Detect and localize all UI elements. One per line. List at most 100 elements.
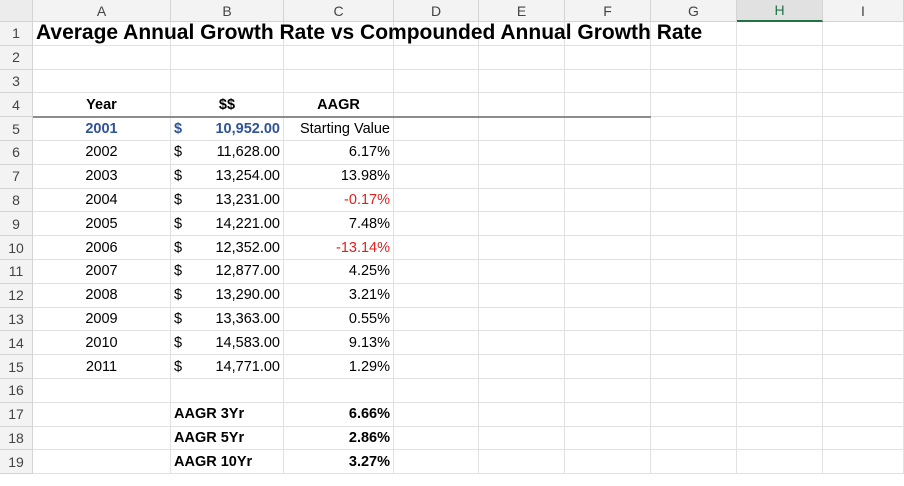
cell-e16[interactable] xyxy=(479,379,565,403)
cell-a17[interactable] xyxy=(33,402,171,427)
cell-a12[interactable]: 2008 xyxy=(33,283,171,308)
cell-g13[interactable] xyxy=(651,307,737,332)
cell-h8[interactable] xyxy=(737,188,823,213)
cell-i19[interactable] xyxy=(823,450,904,475)
row-header-12[interactable]: 12 xyxy=(0,283,33,308)
cell-c12[interactable]: 3.21% xyxy=(284,283,394,308)
cell-d5[interactable] xyxy=(394,117,479,141)
cell-f14[interactable] xyxy=(565,331,651,356)
cell-e15[interactable] xyxy=(479,355,565,379)
cell-h6[interactable] xyxy=(737,141,823,165)
cell-e6[interactable] xyxy=(479,141,565,165)
cell-h16[interactable] xyxy=(737,379,823,403)
cell-d16[interactable] xyxy=(394,379,479,403)
cell-h7[interactable] xyxy=(737,164,823,189)
cell-i11[interactable] xyxy=(823,260,904,284)
cell-i10[interactable] xyxy=(823,236,904,260)
header-dollars[interactable]: $$ xyxy=(171,93,284,118)
cell-h9[interactable] xyxy=(737,212,823,237)
cell-g15[interactable] xyxy=(651,355,737,379)
cell-b7[interactable]: $13,254.00 xyxy=(171,164,284,189)
cell-i9[interactable] xyxy=(823,212,904,237)
cell-g5[interactable] xyxy=(651,117,737,141)
cell-d10[interactable] xyxy=(394,236,479,260)
cell-a7[interactable]: 2003 xyxy=(33,164,171,189)
cell-g11[interactable] xyxy=(651,260,737,284)
cell-i17[interactable] xyxy=(823,402,904,427)
cell-b8[interactable]: $13,231.00 xyxy=(171,188,284,213)
cell-d3[interactable] xyxy=(394,69,479,94)
cell-a3[interactable] xyxy=(33,69,171,94)
cell-g19[interactable] xyxy=(651,450,737,475)
cell-c7[interactable]: 13.98% xyxy=(284,164,394,189)
cell-c5[interactable]: Starting Value xyxy=(284,117,394,141)
cell-b15[interactable]: $14,771.00 xyxy=(171,355,284,379)
row-header-10[interactable]: 10 xyxy=(0,236,33,260)
cell-b3[interactable] xyxy=(171,69,284,94)
cell-f11[interactable] xyxy=(565,260,651,284)
header-year[interactable]: Year xyxy=(33,93,171,118)
cell-i8[interactable] xyxy=(823,188,904,213)
cell-a8[interactable]: 2004 xyxy=(33,188,171,213)
cell-f3[interactable] xyxy=(565,69,651,94)
cell-f19[interactable] xyxy=(565,450,651,475)
cell-h10[interactable] xyxy=(737,236,823,260)
column-header-e[interactable]: E xyxy=(479,0,565,22)
row-header-11[interactable]: 11 xyxy=(0,260,33,284)
cell-a18[interactable] xyxy=(33,426,171,451)
cell-e13[interactable] xyxy=(479,307,565,332)
cell-f6[interactable] xyxy=(565,141,651,165)
cell-d2[interactable] xyxy=(394,45,479,70)
summary-label[interactable]: AAGR 5Yr xyxy=(171,426,284,451)
column-header-d[interactable]: D xyxy=(394,0,479,22)
column-header-h[interactable]: H xyxy=(737,0,823,22)
cell-f10[interactable] xyxy=(565,236,651,260)
cell-d15[interactable] xyxy=(394,355,479,379)
cell-g2[interactable] xyxy=(651,45,737,70)
cell-e19[interactable] xyxy=(479,450,565,475)
cell-g9[interactable] xyxy=(651,212,737,237)
row-header-1[interactable]: 1 xyxy=(0,22,33,46)
cell-c6[interactable]: 6.17% xyxy=(284,141,394,165)
row-header-14[interactable]: 14 xyxy=(0,331,33,356)
cell-a15[interactable]: 2011 xyxy=(33,355,171,379)
cell-f17[interactable] xyxy=(565,402,651,427)
cell-f13[interactable] xyxy=(565,307,651,332)
cell-f12[interactable] xyxy=(565,283,651,308)
cell-h18[interactable] xyxy=(737,426,823,451)
cell-b10[interactable]: $12,352.00 xyxy=(171,236,284,260)
row-header-4[interactable]: 4 xyxy=(0,93,33,118)
cell-c2[interactable] xyxy=(284,45,394,70)
cell-e18[interactable] xyxy=(479,426,565,451)
cell-d19[interactable] xyxy=(394,450,479,475)
cell-h2[interactable] xyxy=(737,45,823,70)
cell-b14[interactable]: $14,583.00 xyxy=(171,331,284,356)
summary-value[interactable]: 2.86% xyxy=(284,426,394,451)
cell-a10[interactable]: 2006 xyxy=(33,236,171,260)
row-header-5[interactable]: 5 xyxy=(0,117,33,141)
cell-e12[interactable] xyxy=(479,283,565,308)
cell-e7[interactable] xyxy=(479,164,565,189)
cell-g14[interactable] xyxy=(651,331,737,356)
cell-g6[interactable] xyxy=(651,141,737,165)
column-header-b[interactable]: B xyxy=(171,0,284,22)
row-header-3[interactable]: 3 xyxy=(0,69,33,94)
cell-i2[interactable] xyxy=(823,45,904,70)
cell-c10[interactable]: -13.14% xyxy=(284,236,394,260)
cell-b16[interactable] xyxy=(171,379,284,403)
cell-c15[interactable]: 1.29% xyxy=(284,355,394,379)
row-header-8[interactable]: 8 xyxy=(0,188,33,213)
column-header-f[interactable]: F xyxy=(565,0,651,22)
cell-h15[interactable] xyxy=(737,355,823,379)
cell-d4[interactable] xyxy=(394,93,479,118)
cell-h3[interactable] xyxy=(737,69,823,94)
cell-i4[interactable] xyxy=(823,93,904,118)
row-header-13[interactable]: 13 xyxy=(0,307,33,332)
cell-f4[interactable] xyxy=(565,93,651,118)
cell-d18[interactable] xyxy=(394,426,479,451)
cell-b9[interactable]: $14,221.00 xyxy=(171,212,284,237)
row-header-17[interactable]: 17 xyxy=(0,402,33,427)
cell-g10[interactable] xyxy=(651,236,737,260)
row-header-15[interactable]: 15 xyxy=(0,355,33,379)
